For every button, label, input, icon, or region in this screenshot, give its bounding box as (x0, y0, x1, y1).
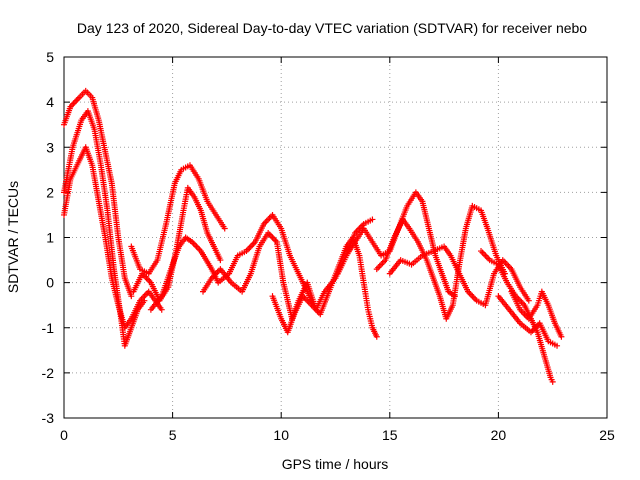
data-point (158, 306, 165, 313)
data-points (61, 87, 565, 385)
y-tick-label: -3 (42, 410, 55, 426)
grid (64, 57, 607, 418)
series-sat-track-b (61, 108, 148, 349)
data-point (369, 216, 376, 223)
series-sat-track-j (373, 202, 508, 322)
data-point (549, 378, 556, 385)
series-sat-track-f (147, 211, 317, 313)
x-tick-label: 15 (382, 427, 398, 443)
series-sat-track-k (386, 243, 532, 309)
data-point (554, 342, 561, 349)
data-point (558, 333, 565, 340)
y-tick-label: 0 (46, 275, 54, 291)
y-axis-label: SDTVAR / TECUs (5, 181, 21, 293)
y-tick-label: -1 (42, 320, 55, 336)
data-point (217, 257, 224, 264)
axis-ticks: 0 5 10 15 20 25 -3 -2 -1 0 1 2 3 4 5 (42, 49, 615, 443)
x-axis-label: GPS time / hours (282, 456, 389, 472)
y-tick-label: 4 (46, 94, 54, 110)
x-tick-label: 10 (273, 427, 289, 443)
y-tick-label: 3 (46, 139, 54, 155)
series-sat-track-e (128, 162, 228, 277)
data-point (128, 293, 135, 300)
x-tick-label: 25 (599, 427, 615, 443)
plot-frame (63, 56, 608, 419)
data-point (221, 225, 228, 232)
series-sat-track-g (200, 216, 376, 322)
x-tick-label: 20 (491, 427, 507, 443)
y-tick-label: 1 (46, 230, 54, 246)
y-tick-label: -2 (42, 365, 55, 381)
y-tick-label: 2 (46, 184, 54, 200)
series-sat-track-n (495, 293, 561, 349)
series-sat-track-m (508, 288, 565, 340)
series-sat-track-a (61, 87, 135, 300)
x-tick-label: 0 (60, 427, 68, 443)
y-tick-label: 5 (46, 49, 54, 65)
data-point (525, 297, 532, 304)
chart-title: Day 123 of 2020, Sidereal Day-to-day VTE… (77, 20, 587, 36)
x-tick-label: 5 (169, 427, 177, 443)
series-sat-track-h (269, 234, 380, 340)
data-point (373, 333, 380, 340)
